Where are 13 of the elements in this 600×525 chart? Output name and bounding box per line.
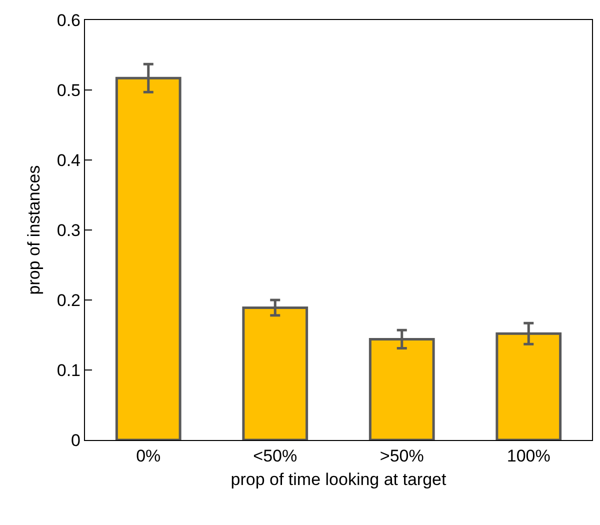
x-axis-title: prop of time looking at target: [230, 470, 446, 489]
y-axis-title: prop of instances: [24, 165, 44, 295]
y-tick-label: 0.2: [56, 290, 80, 310]
y-tick-label: 0.4: [56, 150, 80, 170]
x-tick-label: >50%: [380, 446, 424, 466]
y-tick-label: 0.5: [56, 80, 80, 100]
x-tick-label: <50%: [253, 446, 298, 466]
y-tick-label: 0.6: [56, 10, 80, 30]
x-tick-label: 100%: [506, 446, 550, 466]
y-tick-label: 0: [71, 430, 80, 450]
y-tick-label: 0.1: [56, 360, 80, 380]
x-tick-label: 0%: [136, 446, 161, 466]
y-tick-label: 0.3: [56, 220, 80, 240]
